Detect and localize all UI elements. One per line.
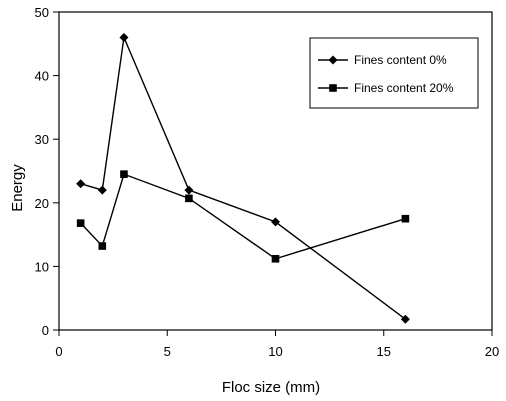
x-tick-label: 15: [377, 344, 391, 359]
series-1-point: [271, 217, 280, 227]
x-axis-title: Floc size (mm): [222, 379, 320, 396]
series-2-point: [401, 214, 410, 223]
series-1-point: [400, 314, 410, 324]
y-tick-label: 40: [35, 69, 49, 84]
y-tick-label: 0: [42, 323, 49, 338]
series-2-point: [185, 194, 193, 203]
series-line-1: [80, 34, 406, 320]
series-2-point: [98, 242, 107, 250]
legend-label: Fines content 20%: [354, 81, 454, 95]
y-axis-title: Energy: [9, 164, 26, 212]
legend: Fines content 0% Fines content 20%: [309, 37, 479, 109]
series-line-2: [80, 173, 406, 260]
y-tick-label: 30: [35, 132, 49, 147]
plot-area: 0 10 20 30 40 50 0 5 10 15 20: [35, 5, 500, 359]
x-tick-label: 20: [485, 344, 499, 359]
legend-box: [309, 37, 479, 109]
x-tick-label: 10: [268, 344, 282, 359]
y-tick-label: 10: [35, 259, 49, 274]
series-1-point: [76, 179, 86, 189]
legend-label: Fines content 0%: [354, 53, 447, 67]
series-1-point: [119, 32, 129, 42]
series-2-point: [271, 254, 280, 263]
series-1-point: [184, 185, 194, 195]
legend-marker: [329, 84, 337, 92]
series-2-point: [120, 170, 128, 178]
x-tick-label: 0: [55, 344, 62, 359]
legend-marker: [328, 55, 338, 65]
series-1-point: [97, 185, 107, 195]
y-tick-label: 20: [35, 196, 49, 211]
y-tick-label: 50: [35, 5, 49, 20]
x-tick-label: 5: [164, 344, 171, 359]
series-2-point: [76, 219, 85, 227]
